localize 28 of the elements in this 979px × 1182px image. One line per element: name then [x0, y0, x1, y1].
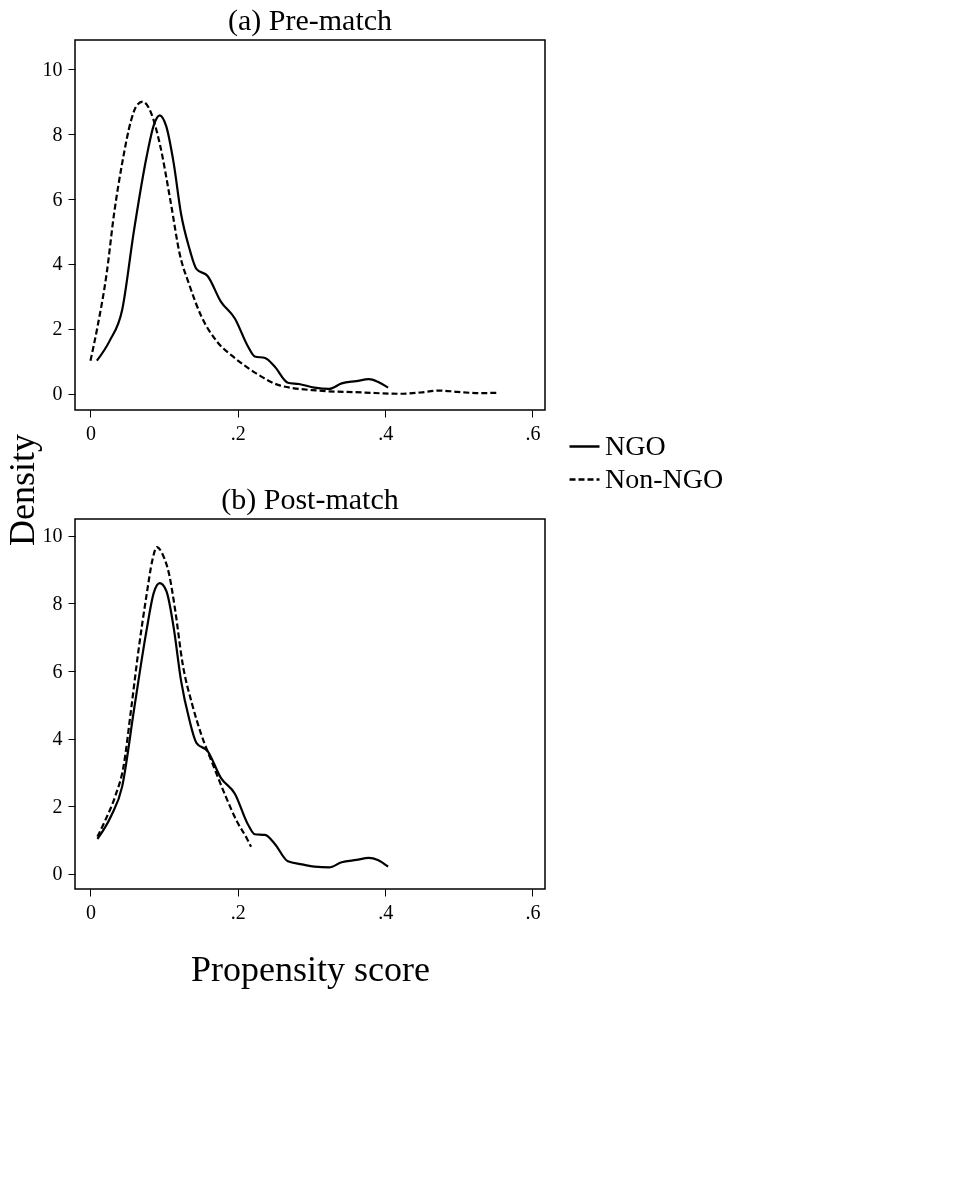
y-tick-label: 8	[52, 591, 63, 614]
y-tick-label: 2	[52, 794, 63, 817]
y-tick-label: 6	[52, 659, 63, 682]
legend-label: NGO	[605, 429, 666, 461]
x-tick-label: .6	[525, 900, 541, 923]
x-axis-title: Propensity score	[191, 948, 430, 989]
x-tick-label: .4	[378, 421, 394, 444]
chart-title: (a) Pre-match	[227, 3, 393, 37]
x-tick-label: .2	[230, 421, 246, 444]
legend-label: Non-NGO	[605, 462, 724, 494]
x-tick-label: 0	[85, 421, 96, 444]
y-tick-label: 0	[52, 862, 63, 885]
y-tick-label: 0	[52, 382, 63, 405]
line-series	[89, 100, 499, 395]
y-tick-label: 6	[52, 187, 63, 210]
x-tick-label: .6	[525, 421, 541, 444]
x-tick-label: 0	[85, 900, 96, 923]
y-tick-label: 4	[52, 252, 63, 275]
y-tick-label: 10	[42, 57, 63, 80]
line-series	[95, 114, 390, 390]
x-tick-label: .2	[230, 900, 246, 923]
y-tick-label: 4	[52, 727, 63, 750]
chart-title: (b) Post-match	[221, 482, 399, 516]
y-tick-label: 10	[42, 524, 63, 547]
y-axis-title: Density	[2, 434, 42, 546]
y-tick-label: 8	[52, 122, 63, 145]
x-tick-label: .4	[378, 900, 394, 923]
y-tick-label: 2	[52, 317, 63, 340]
